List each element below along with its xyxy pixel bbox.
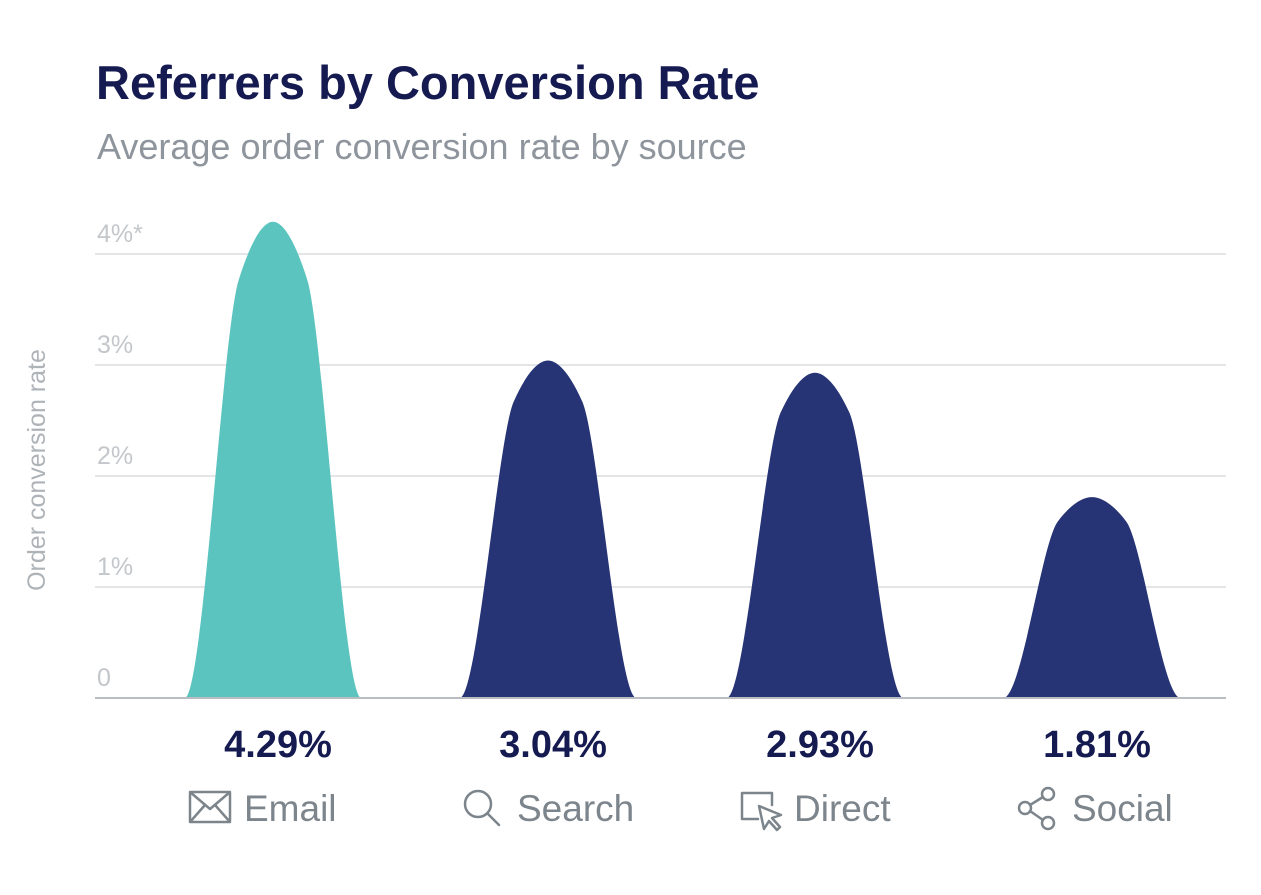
share-icon — [1017, 786, 1056, 831]
value-label: 2.93% — [766, 724, 874, 766]
y-tick-label: 3% — [97, 331, 133, 359]
peak-email — [185, 221, 361, 698]
category-label-direct: Direct — [794, 788, 891, 829]
value-labels: 4.29% 3.04% 2.93% 1.81% — [224, 724, 1151, 766]
category-label-social: Social — [1072, 788, 1173, 829]
cursor-click-icon — [740, 791, 783, 832]
value-label: 1.81% — [1043, 724, 1151, 766]
search-icon — [463, 789, 501, 827]
chart-subtitle: Average order conversion rate by source — [97, 126, 747, 167]
y-axis-label: Order conversion rate — [23, 349, 51, 591]
y-ticks: 0 1% 2% 3% 4%* — [97, 220, 143, 692]
y-tick-label: 1% — [97, 553, 133, 581]
y-tick-label: 4%* — [97, 220, 143, 248]
category-label-search: Search — [517, 788, 634, 829]
peak-direct — [727, 372, 903, 698]
y-tick-label: 2% — [97, 442, 133, 470]
peak-search — [460, 360, 636, 698]
chart-title: Referrers by Conversion Rate — [96, 56, 759, 109]
category-label-email: Email — [244, 788, 337, 829]
category-labels: Email Search Direct Social — [188, 786, 1173, 832]
value-label: 4.29% — [224, 724, 332, 766]
y-tick-label: 0 — [97, 664, 111, 692]
envelope-icon — [188, 790, 232, 824]
value-label: 3.04% — [499, 724, 607, 766]
peak-social — [1004, 497, 1180, 698]
peaks — [185, 221, 1180, 698]
